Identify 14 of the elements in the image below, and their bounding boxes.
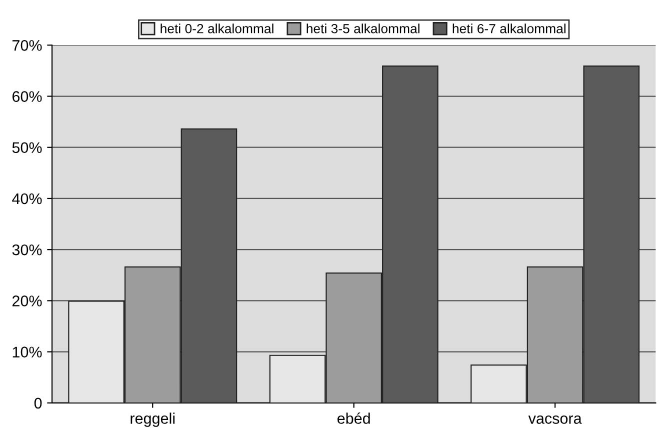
y-tick-label: 40% [12,193,42,204]
y-tick-label: 20% [12,296,42,306]
y-tick-label: 30% [12,244,42,256]
x-tick-label: vacsora [528,415,582,424]
legend-label: heti 0-2 alkalommal [160,24,274,34]
x-tick-label: reggeli [130,412,175,427]
y-tick-label: 70% [12,40,42,51]
y-tick-label: 50% [12,142,42,154]
x-tick-label: ebéd [338,412,370,424]
legend-label: heti 3-5 alkalommal [306,24,420,34]
legend-label: heti 6-7 alkalommal [452,24,566,34]
y-tick-label: 10% [12,346,42,358]
y-tick-label: 60% [12,91,42,102]
y-tick-label: 0 [34,398,42,409]
